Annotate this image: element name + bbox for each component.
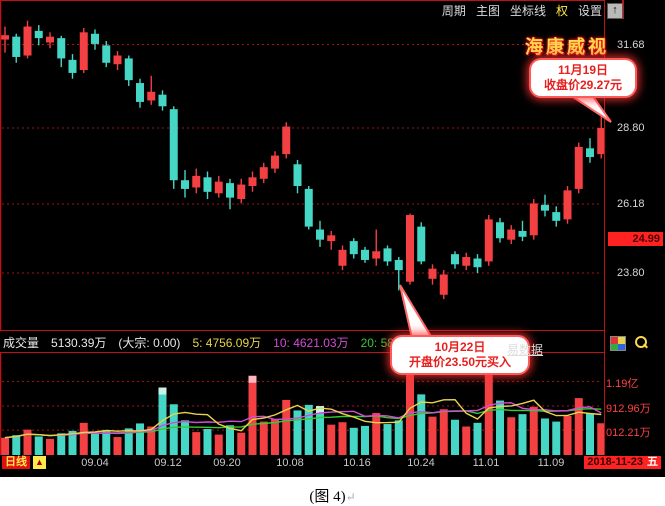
volume-pane-top-border <box>0 352 605 353</box>
block-trade-value: (大宗: 0.00) <box>118 336 181 350</box>
price-label-23.80: 23.80 <box>617 267 645 280</box>
menu-item-周期[interactable]: 周期 <box>441 4 466 18</box>
price-candlestick-chart[interactable] <box>0 0 604 330</box>
date-label-11.09: 11.09 <box>537 457 565 469</box>
volume-axis-label: 012.21万 <box>606 427 651 440</box>
date-label-09.12: 09.12 <box>154 457 182 469</box>
volume-axis-label: 1.19亿 <box>606 378 639 391</box>
date-axis-row: 日线 ▲ 09.04 09.12 09.20 10.08 10.16 10.24 11.01… <box>0 455 665 471</box>
period-badge[interactable]: 日线 <box>2 456 30 469</box>
pane-separator <box>0 330 605 331</box>
menu-item-主图[interactable]: 主图 <box>475 4 500 18</box>
volume-value: 5130.39万 <box>51 336 107 350</box>
price-axis-line <box>604 0 605 455</box>
volume-ma5-value: 5: 4756.09万 <box>192 336 262 350</box>
price-label-31.68: 31.68 <box>617 38 645 51</box>
date-label-10.16: 10.16 <box>343 457 371 469</box>
top-menu: 周期 主图 坐标线权设置 <box>360 3 602 19</box>
last-date-stamp: 2018-11-23 五 <box>584 456 661 469</box>
volume-header: 成交量 5130.39万 (大宗: 0.00) 5: 4756.09万 10: … <box>3 336 436 350</box>
expand-up-icon[interactable]: ↑ <box>607 3 623 19</box>
menu-item-坐标线[interactable]: 坐标线 <box>509 4 546 18</box>
price-label-26.18: 26.18 <box>617 198 645 210</box>
menu-item-权[interactable]: 权 <box>555 4 568 18</box>
pane-top-border <box>0 0 605 1</box>
triangle-marker-icon[interactable]: ▲ <box>33 456 46 469</box>
stock-name: 海康威视 <box>525 37 609 57</box>
menu-right-border <box>622 0 624 19</box>
figure-caption: (图 4)↵ <box>0 477 665 506</box>
note-bottom-tail <box>399 284 434 339</box>
price-tag: 24.99 <box>608 231 663 246</box>
trading-app-window: 周期 主图 坐标线权设置 ↑ 海康威视 31.68 28.80 26.18 23.80 24… <box>0 0 665 477</box>
date-label-11.01: 11.01 <box>472 457 500 469</box>
annotation-close-nov19: 11月19日 收盘价29.27元 <box>531 60 635 96</box>
date-label-09.04: 09.04 <box>81 457 109 469</box>
zoom-icon[interactable] <box>634 336 648 349</box>
menu-item-设置[interactable]: 设置 <box>577 4 602 18</box>
volume-axis-label: 912.96万 <box>606 403 651 416</box>
price-label-28.80: 28.80 <box>617 122 645 135</box>
volume-ma10-value: 10: 4621.03万 <box>273 336 349 350</box>
trade-data-link[interactable]: 易数据 <box>507 343 544 357</box>
volume-label: 成交量 <box>3 336 40 350</box>
note-top-tail <box>568 94 612 123</box>
date-label-10.24: 10.24 <box>407 457 435 469</box>
chart-style-icon[interactable] <box>610 336 626 351</box>
date-label-09.20: 09.20 <box>213 457 241 469</box>
annotation-buy-oct22: 10月22日 开盘价23.50元买入 <box>392 337 528 373</box>
date-label-10.08: 10.08 <box>276 457 304 469</box>
